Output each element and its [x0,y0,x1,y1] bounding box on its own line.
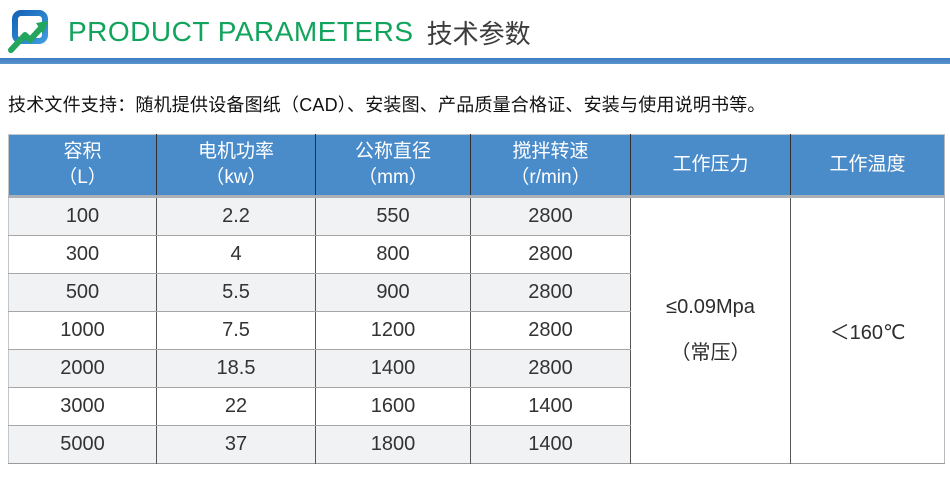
cell-nominal-diameter: 1400 [315,349,471,388]
cell-stir-speed: 2800 [470,311,631,350]
cell-working-temperature: ＜160℃ [790,196,945,464]
cell-motor-power: 5.5 [156,273,316,312]
cell-motor-power: 22 [156,387,316,426]
cell-volume: 5000 [8,425,157,464]
brand-logo-icon [8,9,54,55]
cell-motor-power: 4 [156,235,316,274]
table-header: 容积 （L） 电机功率 （kw） 公称直径 （mm） 搅拌转速 （r/min） … [8,134,945,198]
table-row: 300 4 800 2800 [8,235,945,274]
cell-stir-speed: 2800 [470,349,631,388]
cell-nominal-diameter: 800 [315,235,471,274]
pressure-note: （常压） [670,342,751,364]
cell-working-pressure: ≤0.09Mpa （常压） [630,196,791,464]
table-row: 5000 37 1800 1400 [8,425,945,464]
cell-motor-power: 7.5 [156,311,316,350]
cell-nominal-diameter: 900 [315,273,471,312]
section-header: PRODUCT PARAMETERS 技术参数 [0,0,950,57]
cell-volume: 1000 [8,311,157,350]
table-row: 3000 22 1600 1400 [8,387,945,426]
parameters-table: 容积 （L） 电机功率 （kw） 公称直径 （mm） 搅拌转速 （r/min） … [8,134,945,464]
table-row: 100 2.2 550 2800 ≤0.09Mpa （常压） ＜160℃ [8,196,945,464]
header-cell-volume: 容积 （L） [8,134,157,198]
cell-volume: 2000 [8,349,157,388]
divider-bar [0,58,950,64]
cell-stir-speed: 2800 [470,235,631,274]
cell-nominal-diameter: 550 [315,196,471,236]
cell-volume: 500 [8,273,157,312]
cell-stir-speed: 1400 [470,387,631,426]
header-cell-working-pressure: 工作压力 [630,134,791,198]
section-title-zh: 技术参数 [426,18,531,49]
cell-nominal-diameter: 1200 [315,311,471,350]
temperature-value: ＜160℃ [829,322,906,344]
cell-stir-speed: 1400 [470,425,631,464]
cell-volume: 100 [8,196,157,236]
section-title-en: PRODUCT PARAMETERS [68,16,414,47]
header-cell-stir-speed: 搅拌转速 （r/min） [470,134,631,198]
pressure-value: ≤0.09Mpa [666,296,755,318]
cell-stir-speed: 2800 [470,273,631,312]
table-row: 500 5.5 900 2800 [8,273,945,312]
cell-nominal-diameter: 1800 [315,425,471,464]
page: PRODUCT PARAMETERS 技术参数 技术文件支持：随机提供设备图纸（… [0,0,950,464]
cell-motor-power: 2.2 [156,196,316,236]
cell-motor-power: 18.5 [156,349,316,388]
header-cell-motor-power: 电机功率 （kw） [156,134,316,198]
header-row: 容积 （L） 电机功率 （kw） 公称直径 （mm） 搅拌转速 （r/min） … [8,134,945,198]
cell-volume: 3000 [8,387,157,426]
cell-stir-speed: 2800 [470,196,631,236]
cell-nominal-diameter: 1600 [315,387,471,426]
tech-support-note: 技术文件支持：随机提供设备图纸（CAD）、安装图、产品质量合格证、安装与使用说明… [8,95,766,115]
cell-motor-power: 37 [156,425,316,464]
header-cell-nominal-diameter: 公称直径 （mm） [315,134,471,198]
header-cell-working-temperature: 工作温度 [790,134,945,198]
cell-volume: 300 [8,235,157,274]
table-row: 2000 18.5 1400 2800 [8,349,945,388]
table-body: 100 2.2 550 2800 ≤0.09Mpa （常压） ＜160℃ 300… [8,196,945,464]
table-row: 1000 7.5 1200 2800 [8,311,945,350]
